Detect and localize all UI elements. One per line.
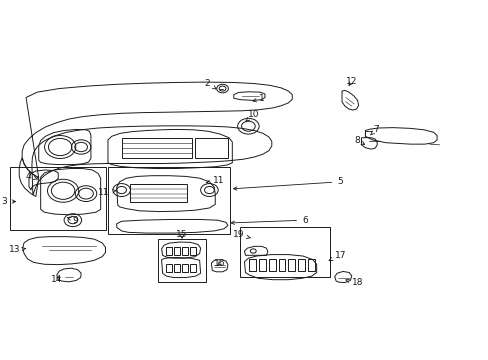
Bar: [166, 264, 172, 272]
Bar: [182, 247, 187, 255]
Bar: [194, 138, 227, 158]
Text: 14: 14: [51, 275, 62, 284]
Text: 9: 9: [67, 216, 79, 225]
Bar: [174, 264, 180, 272]
Bar: [278, 258, 285, 271]
Bar: [166, 247, 172, 255]
Bar: [189, 247, 195, 255]
Text: 4: 4: [26, 172, 37, 181]
Text: 12: 12: [346, 77, 357, 86]
Bar: [108, 167, 229, 234]
Text: 13: 13: [9, 246, 26, 255]
Text: 16: 16: [214, 259, 225, 268]
Text: 5: 5: [233, 177, 342, 190]
Bar: [298, 258, 305, 271]
Bar: [189, 264, 195, 272]
Bar: [182, 264, 187, 272]
Text: 18: 18: [345, 278, 363, 287]
Bar: [158, 239, 206, 282]
Text: 17: 17: [328, 251, 346, 261]
Text: 3: 3: [2, 197, 16, 206]
Bar: [307, 258, 314, 271]
Text: 11: 11: [98, 188, 116, 197]
Bar: [288, 258, 295, 271]
Text: 8: 8: [354, 136, 364, 145]
Text: 1: 1: [252, 94, 264, 103]
Bar: [239, 226, 329, 277]
Text: 10: 10: [245, 110, 259, 121]
Text: 19: 19: [232, 230, 250, 239]
Text: 15: 15: [176, 230, 187, 239]
Text: 6: 6: [231, 216, 307, 225]
Bar: [174, 247, 180, 255]
Bar: [122, 138, 192, 158]
Bar: [130, 184, 187, 202]
Text: 2: 2: [204, 79, 216, 89]
Bar: [259, 258, 265, 271]
Bar: [10, 167, 105, 230]
Bar: [268, 258, 275, 271]
Text: 7: 7: [370, 125, 378, 135]
Bar: [249, 258, 256, 271]
Text: 11: 11: [206, 176, 224, 185]
